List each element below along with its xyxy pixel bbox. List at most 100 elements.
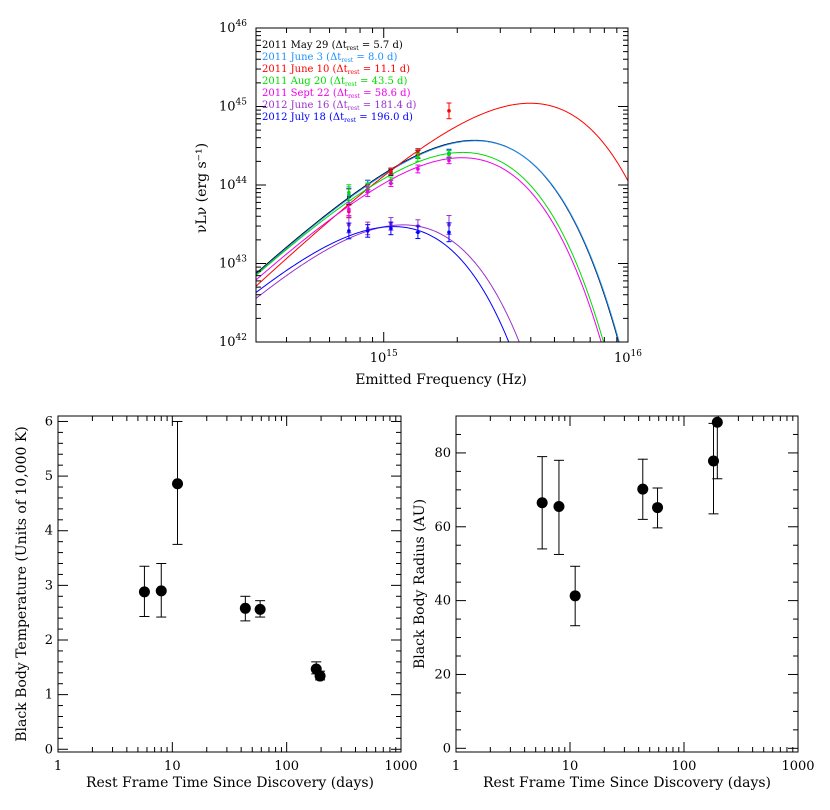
radius-data-point xyxy=(652,502,664,514)
sed-blackbody-curve xyxy=(256,226,510,342)
sed-xtick-base: 10 xyxy=(614,351,631,366)
sed-legend-date: 2011 June 3 xyxy=(262,52,323,63)
radius-points xyxy=(536,416,723,627)
sed-legend-pre: (Δt xyxy=(327,76,345,87)
temperature-data-point xyxy=(314,670,326,682)
sed-legend-entry: 2011 Sept 22 (Δtrest = 58.6 d) xyxy=(262,88,411,100)
radius-ticks: 1 10 100 1000 0 20 40 60 80 xyxy=(434,415,815,774)
sed-data-point xyxy=(416,230,420,235)
temperature-ytick-label: 4 xyxy=(45,524,53,539)
sed-legend-entry: 2011 June 10 (Δtrest = 11.1 d) xyxy=(262,64,410,76)
radius-data-point xyxy=(637,483,649,495)
sed-legend-date: 2011 May 29 xyxy=(262,40,328,51)
radius-xtick-label: 100 xyxy=(672,759,697,774)
sed-legend-post: = 58.6 d) xyxy=(360,88,411,99)
temperature-xtick-label: 1 xyxy=(54,759,62,774)
sed-legend-date: 2011 Sept 22 xyxy=(262,88,330,99)
sed-data-point xyxy=(416,155,420,160)
radius-data-point xyxy=(707,455,719,467)
sed-data-point xyxy=(447,109,451,113)
sed-legend-date: 2011 Aug 20 xyxy=(262,76,327,87)
sed-data-point xyxy=(447,152,451,157)
sed-legend-pre: (Δt xyxy=(330,88,348,99)
radius-data-point xyxy=(553,500,565,512)
radius-ytick-label: 0 xyxy=(443,741,451,756)
sed-legend-sub: rest xyxy=(348,93,360,100)
sed-legend-entry: 2011 Aug 20 (Δtrest = 43.5 d) xyxy=(262,76,407,88)
sed-legend-sub: rest xyxy=(348,105,360,112)
sed-legend-sub: rest xyxy=(341,57,353,64)
sed-legend-sub: rest xyxy=(348,69,360,76)
temperature-ytick-label: 2 xyxy=(45,633,53,648)
sed-ytick-base: 10 xyxy=(219,335,236,350)
sed-ytick-label: 1043 xyxy=(219,255,247,272)
temperature-ytick-label: 1 xyxy=(45,688,53,703)
temperature-data-point xyxy=(239,602,251,614)
sed-legend-post: = 5.7 d) xyxy=(359,40,403,51)
sed-legend-pre: (Δt xyxy=(329,64,347,75)
sed-data-point xyxy=(447,230,451,235)
sed-data-point xyxy=(389,169,393,173)
temperature-data-point xyxy=(155,585,167,597)
sed-ytick-label: 1042 xyxy=(219,333,247,350)
radius-ylabel: Black Body Radius (AU) xyxy=(412,499,428,669)
radius-xtick-label: 1000 xyxy=(781,759,814,774)
radius-xtick-label: 1 xyxy=(452,759,460,774)
sed-ytick-exp: 46 xyxy=(236,19,248,29)
sed-xtick-label: 1015 xyxy=(370,349,398,366)
sed-legend-sub: rest xyxy=(347,45,359,52)
sed-data-point xyxy=(447,158,451,163)
sed-ytick-exp: 44 xyxy=(236,176,248,186)
sed-data-point xyxy=(347,207,351,212)
sed-legend-entry: 2011 June 3 (Δtrest = 8.0 d) xyxy=(262,52,397,64)
temperature-ytick-label: 5 xyxy=(45,469,53,484)
temperature-frame xyxy=(57,415,402,753)
sed-data-point xyxy=(347,190,351,195)
sed-legend-pre: (Δt xyxy=(326,112,344,123)
temperature-data-point xyxy=(172,478,184,490)
sed-blackbody-curve xyxy=(256,151,605,342)
temperature-xtick-label: 100 xyxy=(274,759,299,774)
sed-data-point xyxy=(389,226,393,231)
temperature-xlabel: Rest Frame Time Since Discovery (days) xyxy=(86,775,374,791)
sed-legend-post: = 43.5 d) xyxy=(357,76,408,87)
sed-ylabel: νLν (erg s⁻¹) xyxy=(194,143,210,233)
sed-xlabel: Emitted Frequency (Hz) xyxy=(355,372,527,388)
sed-legend-date: 2011 June 10 xyxy=(262,64,329,75)
sed-legend-date: 2012 July 18 xyxy=(262,112,326,123)
sed-points xyxy=(346,102,452,243)
temperature-ytick-label: 0 xyxy=(45,742,53,757)
sed-legend-entry: 2012 June 16 (Δtrest = 181.4 d) xyxy=(262,100,417,112)
temperature-xtick-label: 1000 xyxy=(384,759,417,774)
radius-frame xyxy=(455,415,799,753)
sed-legend-sub: rest xyxy=(344,117,356,124)
sed-ytick-base: 10 xyxy=(219,178,236,193)
sed-legend-post: = 196.0 d) xyxy=(356,112,413,123)
radius-xtick-label: 10 xyxy=(562,759,579,774)
sed-data-point xyxy=(416,149,420,154)
temperature-ytick-label: 3 xyxy=(45,578,53,593)
radius-ytick-label: 20 xyxy=(434,667,451,682)
sed-ytick-exp: 45 xyxy=(236,98,248,108)
sed-legend-date: 2012 June 16 xyxy=(262,100,329,111)
sed-legend: 2011 May 29 (Δtrest = 5.7 d)2011 June 3 … xyxy=(262,40,417,124)
sed-legend-entry: 2011 May 29 (Δtrest = 5.7 d) xyxy=(262,40,403,52)
temperature-data-point xyxy=(254,603,266,615)
sed-ytick-label: 1046 xyxy=(219,19,247,36)
sed-data-point xyxy=(389,181,393,186)
temperature-points xyxy=(138,420,326,682)
radius-ytick-label: 40 xyxy=(434,594,451,609)
temperature-ytick-label: 6 xyxy=(45,414,53,429)
sed-legend-post: = 11.1 d) xyxy=(360,64,411,75)
sed-curves xyxy=(256,102,628,342)
temperature-xtick-label: 10 xyxy=(164,759,181,774)
sed-ytick-label: 1045 xyxy=(219,98,247,115)
sed-data-point xyxy=(347,229,351,233)
radius-data-point xyxy=(569,590,581,602)
sed-blackbody-curve xyxy=(256,224,520,342)
sed-legend-pre: (Δt xyxy=(323,52,341,63)
